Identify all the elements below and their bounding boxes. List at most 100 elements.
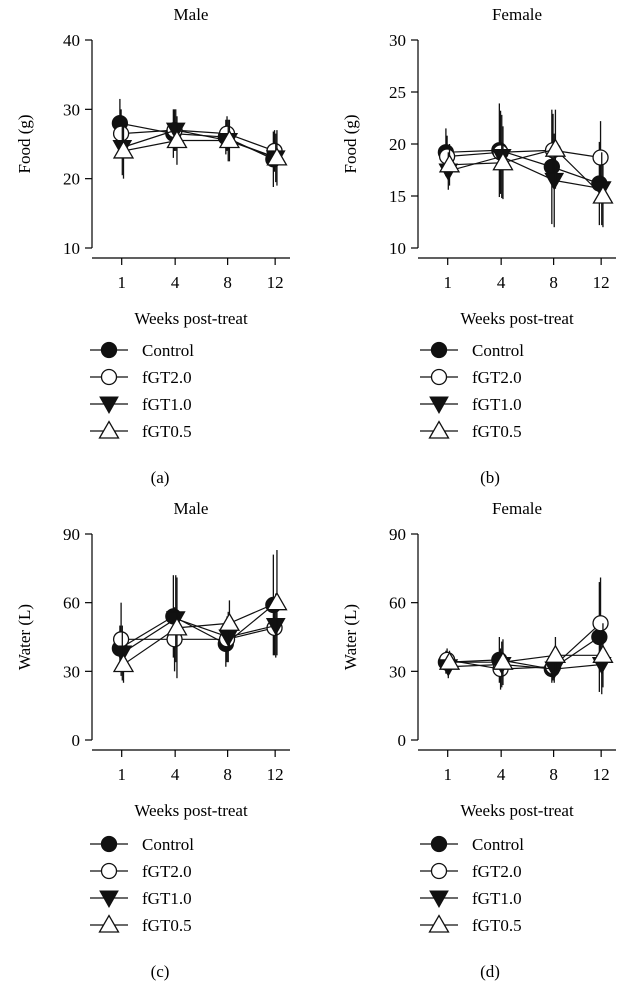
series-line bbox=[123, 602, 278, 665]
legend-label: fGT1.0 bbox=[142, 395, 192, 414]
data-point bbox=[266, 147, 288, 166]
chart-panel-a: Male 10 20 30 40 Food (g) 1 4 8 12 Weeks post-trea… bbox=[15, 5, 290, 487]
y-tick-label: 30 bbox=[63, 662, 80, 681]
x-tick-label: 12 bbox=[593, 765, 610, 784]
series-line bbox=[123, 139, 278, 159]
legend-label: fGT0.5 bbox=[472, 916, 522, 935]
legend-label: fGT1.0 bbox=[142, 889, 192, 908]
series-line bbox=[449, 654, 603, 663]
panel-label: (d) bbox=[480, 962, 500, 981]
data-point bbox=[544, 172, 565, 191]
y-tick-label: 25 bbox=[389, 83, 406, 102]
legend-marker bbox=[428, 420, 450, 439]
y-tick-label: 60 bbox=[389, 594, 406, 613]
legend-item-fGT1.0: fGT1.0 bbox=[420, 395, 522, 415]
legend-item-fGT1.0: fGT1.0 bbox=[90, 889, 192, 909]
series-Control bbox=[111, 554, 282, 672]
x-axis-label: Weeks post-treat bbox=[460, 309, 574, 328]
data-point bbox=[112, 645, 133, 664]
x-tick-label: 12 bbox=[267, 273, 284, 292]
y-tick-label: 90 bbox=[63, 525, 80, 544]
legend-item-fGT0.5: fGT0.5 bbox=[90, 914, 192, 935]
data-point bbox=[112, 140, 135, 159]
y-tick-label: 20 bbox=[63, 170, 80, 189]
y-axis-label: Food (g) bbox=[15, 114, 34, 173]
data-point bbox=[544, 138, 567, 157]
legend-item-Control: Control bbox=[420, 835, 524, 854]
series-fGT0.5 bbox=[438, 623, 614, 688]
series-line bbox=[121, 618, 276, 654]
data-point bbox=[492, 651, 514, 670]
chart-panel-c: Male 0 30 60 90 Water (L) 1 4 8 12 Weeks post-trea… bbox=[15, 499, 290, 981]
x-tick-label: 8 bbox=[549, 273, 558, 292]
x-axis-label: Weeks post-treat bbox=[134, 801, 248, 820]
legend-label: Control bbox=[142, 835, 194, 854]
chart-title: Male bbox=[174, 499, 209, 518]
series-fGT2.0 bbox=[438, 577, 609, 690]
series-line bbox=[121, 627, 275, 640]
data-point bbox=[492, 151, 514, 171]
legend-marker bbox=[98, 914, 120, 933]
legend-item-Control: Control bbox=[90, 341, 194, 360]
legend-item-fGT1.0: fGT1.0 bbox=[90, 395, 192, 415]
series-fGT1.0 bbox=[112, 575, 286, 681]
data-point bbox=[592, 185, 614, 204]
series-fGT0.5 bbox=[112, 116, 288, 186]
data-point bbox=[592, 644, 614, 663]
data-point bbox=[166, 129, 188, 149]
series-line bbox=[121, 129, 275, 152]
legend-item-fGT2.0: fGT2.0 bbox=[90, 862, 192, 881]
y-tick-label: 60 bbox=[63, 594, 80, 613]
legend-marker bbox=[430, 862, 448, 880]
legend-item-fGT2.0: fGT2.0 bbox=[420, 368, 522, 387]
y-axis-label: Water (L) bbox=[341, 604, 360, 670]
x-tick-label: 4 bbox=[171, 765, 180, 784]
legend-label: Control bbox=[142, 341, 194, 360]
chart-title: Female bbox=[492, 5, 542, 24]
data-point bbox=[112, 125, 130, 142]
legend-marker bbox=[99, 396, 119, 415]
legend-item-fGT0.5: fGT0.5 bbox=[90, 420, 192, 441]
legend-label: fGT0.5 bbox=[142, 916, 192, 935]
data-point bbox=[218, 129, 241, 149]
panel-label: (c) bbox=[151, 962, 170, 981]
legend-label: fGT1.0 bbox=[472, 889, 522, 908]
chart-panel-b: Female 10 15 20 25 30 Food (g) 1 4 8 12 Weeks post-… bbox=[341, 5, 616, 487]
data-point bbox=[112, 631, 130, 648]
series-line bbox=[445, 149, 600, 185]
series-line bbox=[449, 148, 604, 197]
legend-label: fGT1.0 bbox=[472, 395, 522, 414]
data-point bbox=[543, 158, 560, 176]
y-tick-label: 0 bbox=[72, 731, 81, 750]
legend-label: fGT0.5 bbox=[142, 422, 192, 441]
y-tick-label: 20 bbox=[389, 135, 406, 154]
y-tick-label: 30 bbox=[389, 662, 406, 681]
data-point bbox=[592, 149, 609, 166]
panel-label: (a) bbox=[151, 468, 170, 487]
x-tick-label: 4 bbox=[171, 273, 180, 292]
legend-marker bbox=[430, 835, 448, 853]
x-axis-label: Weeks post-treat bbox=[134, 309, 248, 328]
legend-label: fGT0.5 bbox=[472, 422, 522, 441]
chart-title: Female bbox=[492, 499, 542, 518]
legend-marker bbox=[100, 368, 118, 386]
x-tick-label: 1 bbox=[443, 273, 452, 292]
legend-marker bbox=[98, 420, 120, 439]
series-line bbox=[119, 604, 274, 649]
data-point bbox=[591, 628, 608, 646]
legend-marker bbox=[99, 890, 119, 909]
data-point bbox=[592, 615, 609, 632]
y-tick-label: 10 bbox=[389, 239, 406, 258]
y-tick-label: 40 bbox=[63, 31, 80, 50]
legend-marker bbox=[430, 341, 448, 359]
data-point bbox=[112, 653, 135, 673]
x-tick-label: 8 bbox=[223, 273, 232, 292]
legend-marker bbox=[100, 341, 118, 359]
series-line bbox=[122, 129, 276, 159]
data-point bbox=[438, 153, 461, 173]
series-line bbox=[448, 663, 602, 670]
legend-marker bbox=[100, 835, 118, 853]
x-tick-label: 1 bbox=[117, 273, 126, 292]
y-tick-label: 10 bbox=[63, 239, 80, 258]
